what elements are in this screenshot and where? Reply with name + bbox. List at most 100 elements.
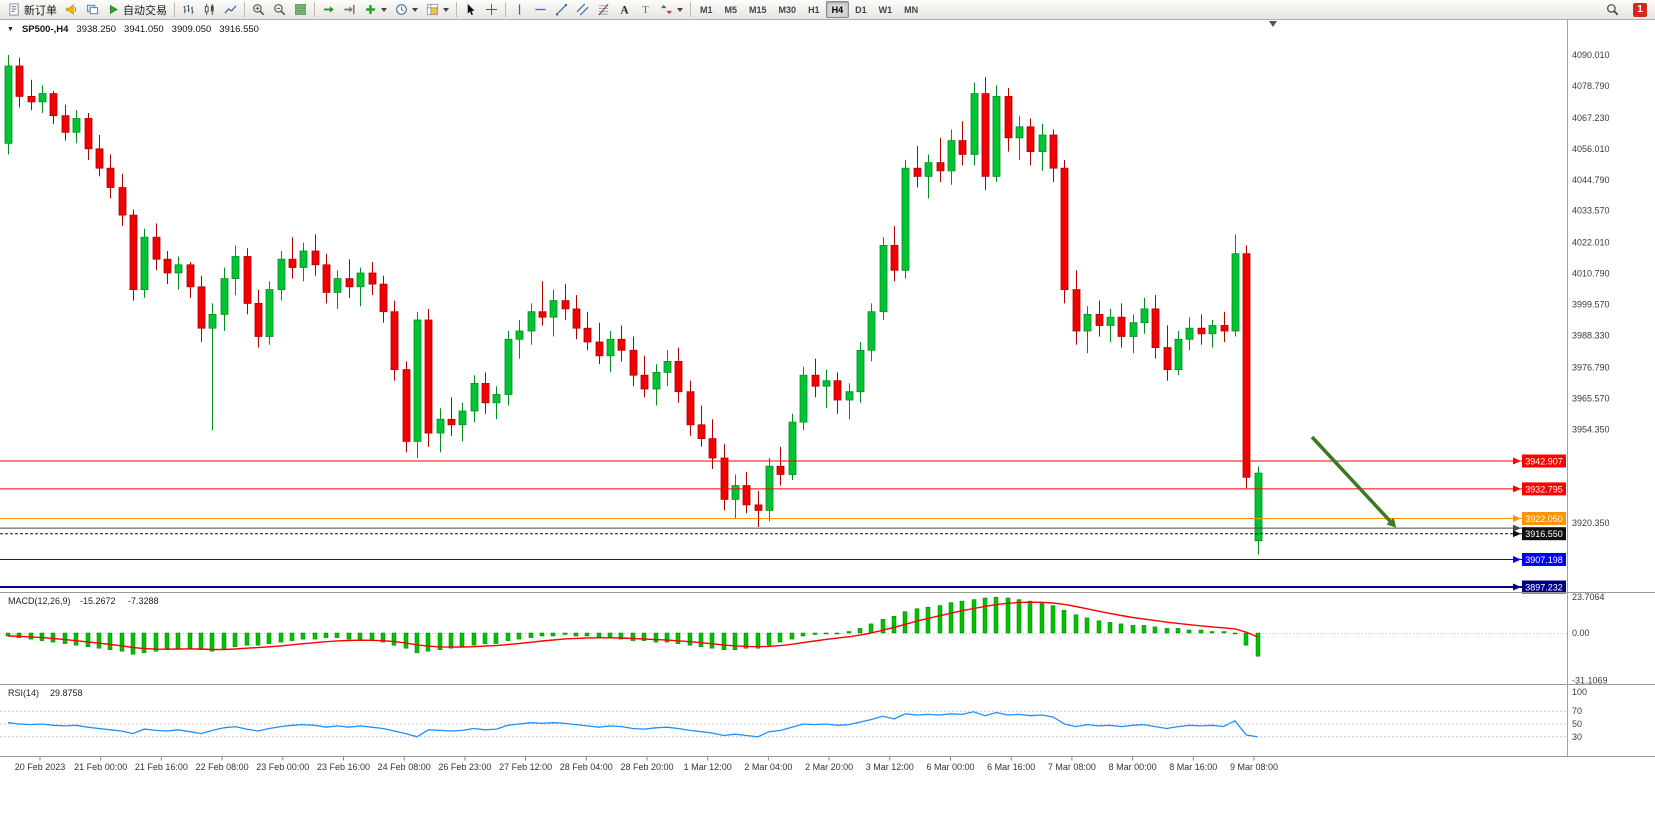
tile-windows-button[interactable] bbox=[290, 0, 311, 19]
rsi-line bbox=[7, 711, 1258, 738]
fibonacci-button[interactable] bbox=[593, 0, 614, 19]
timeframe-w1[interactable]: W1 bbox=[873, 1, 899, 18]
svg-text:23.7064: 23.7064 bbox=[1572, 592, 1605, 602]
macd-label: MACD(12,26,9) bbox=[8, 596, 71, 606]
timeframe-m1-label: M1 bbox=[700, 4, 713, 15]
vertical-line-button[interactable] bbox=[509, 0, 530, 19]
timeframe-m1[interactable]: M1 bbox=[694, 1, 719, 18]
panel-separators[interactable] bbox=[0, 592, 1655, 757]
dropdown-caret-icon[interactable] bbox=[412, 7, 418, 12]
price-tag: 3897.232 bbox=[1525, 583, 1563, 593]
timeframe-mn[interactable]: MN bbox=[898, 1, 924, 18]
svg-text:-7.3288: -7.3288 bbox=[128, 596, 159, 606]
autoscroll-icon bbox=[322, 3, 335, 16]
svg-text:T: T bbox=[642, 5, 649, 16]
text-label-button[interactable]: T bbox=[635, 0, 656, 19]
resistance-line-2[interactable]: 3932.795 bbox=[0, 482, 1566, 496]
hline-icon bbox=[534, 3, 547, 16]
clock-icon bbox=[395, 3, 408, 16]
dropdown-caret-icon[interactable] bbox=[677, 7, 683, 12]
bar-chart-button[interactable] bbox=[178, 0, 199, 19]
timeframe-h4[interactable]: H4 bbox=[825, 1, 850, 18]
svg-text:4022.010: 4022.010 bbox=[1572, 238, 1610, 248]
zoom-in-button[interactable] bbox=[248, 0, 269, 19]
svg-text:0.00: 0.00 bbox=[1572, 628, 1590, 638]
svg-text:2 Mar 04:00: 2 Mar 04:00 bbox=[744, 762, 792, 772]
svg-text:30: 30 bbox=[1572, 732, 1582, 742]
svg-text:2 Mar 20:00: 2 Mar 20:00 bbox=[805, 762, 853, 772]
price-axis[interactable]: 4090.010 4078.790 4067.230 4056.010 4044.790… bbox=[1567, 20, 1610, 757]
text-button[interactable]: A bbox=[614, 0, 635, 19]
svg-text:8 Mar 00:00: 8 Mar 00:00 bbox=[1109, 762, 1157, 772]
timeframe-d1-label: D1 bbox=[855, 4, 867, 15]
line-chart-button[interactable] bbox=[220, 0, 241, 19]
alerts-horn-button[interactable] bbox=[61, 0, 82, 19]
chart-shift-button[interactable] bbox=[339, 0, 360, 19]
support-line-blue[interactable]: 3907.198 bbox=[0, 553, 1566, 566]
auto-scroll-button[interactable] bbox=[318, 0, 339, 19]
candlestick-chart-button[interactable] bbox=[199, 0, 220, 19]
svg-text:22 Feb 08:00: 22 Feb 08:00 bbox=[196, 762, 249, 772]
timeframe-m15[interactable]: M15 bbox=[743, 1, 773, 18]
dropdown-caret-icon[interactable] bbox=[443, 7, 449, 12]
cursor-button[interactable] bbox=[460, 0, 481, 19]
arrow-objects-button[interactable] bbox=[656, 0, 687, 19]
svg-text:23 Feb 00:00: 23 Feb 00:00 bbox=[256, 762, 309, 772]
timeframe-h1[interactable]: H1 bbox=[802, 1, 826, 18]
channel-button[interactable] bbox=[572, 0, 593, 19]
svg-text:4056.010: 4056.010 bbox=[1572, 144, 1610, 154]
ohlc-close: 3916.550 bbox=[219, 24, 259, 35]
text-icon: A bbox=[618, 3, 631, 16]
timeframe-d1[interactable]: D1 bbox=[849, 1, 873, 18]
zoom-out-icon bbox=[273, 3, 286, 16]
trend-arrow-annotation[interactable] bbox=[1310, 435, 1397, 528]
svg-text:4033.570: 4033.570 bbox=[1572, 206, 1610, 216]
price-tag: 3922.050 bbox=[1525, 514, 1563, 524]
trendline-icon bbox=[555, 3, 568, 16]
svg-text:26 Feb 23:00: 26 Feb 23:00 bbox=[438, 762, 491, 772]
svg-text:3 Mar 12:00: 3 Mar 12:00 bbox=[866, 762, 914, 772]
crosshair-button[interactable] bbox=[481, 0, 502, 19]
trendline-button[interactable] bbox=[551, 0, 572, 19]
support-line-navy[interactable]: 3897.232 bbox=[0, 580, 1566, 594]
toolbar-separator bbox=[174, 2, 175, 17]
notification-badge[interactable]: 1 bbox=[1633, 2, 1647, 17]
svg-text:70: 70 bbox=[1572, 706, 1582, 716]
svg-text:29.8758: 29.8758 bbox=[50, 688, 83, 698]
periods-button[interactable] bbox=[391, 0, 422, 19]
autotrading-button[interactable]: 自动交易 bbox=[103, 0, 171, 19]
resistance-line-1[interactable]: 3942.907 bbox=[0, 454, 1566, 468]
chart-shift-marker[interactable] bbox=[1269, 21, 1277, 27]
svg-text:6 Mar 00:00: 6 Mar 00:00 bbox=[926, 762, 974, 772]
horizontal-line-button[interactable] bbox=[530, 0, 551, 19]
svg-text:100: 100 bbox=[1572, 687, 1587, 697]
support-line-gray[interactable] bbox=[0, 524, 1522, 532]
zoom-out-button[interactable] bbox=[269, 0, 290, 19]
svg-text:23 Feb 16:00: 23 Feb 16:00 bbox=[317, 762, 370, 772]
templates-button[interactable] bbox=[422, 0, 453, 19]
rsi-panel: RSI(14) 29.8758 100 70 50 30 bbox=[0, 687, 1587, 742]
svg-text:50: 50 bbox=[1572, 719, 1582, 729]
bid-price-line[interactable]: 3916.550 bbox=[0, 527, 1566, 541]
autotrading-button-label: 自动交易 bbox=[123, 4, 167, 17]
timeframe-m5[interactable]: M5 bbox=[719, 1, 744, 18]
dropdown-caret-icon[interactable] bbox=[381, 7, 387, 12]
indicators-button[interactable] bbox=[360, 0, 391, 19]
svg-text:28 Feb 04:00: 28 Feb 04:00 bbox=[560, 762, 613, 772]
ohlc-high: 3941.050 bbox=[124, 24, 164, 35]
chart-menu-icon[interactable]: ▼ bbox=[7, 26, 14, 33]
line-icon bbox=[224, 3, 237, 16]
new-order-button[interactable]: 新订单 bbox=[4, 0, 61, 19]
timeframe-m30[interactable]: M30 bbox=[773, 1, 803, 18]
label-icon: T bbox=[639, 3, 652, 16]
price-tag: 3932.795 bbox=[1525, 484, 1563, 494]
ohlc-open: 3938.250 bbox=[76, 24, 117, 35]
time-axis[interactable]: 20 Feb 2023 21 Feb 00:00 21 Feb 16:00 22 Fe… bbox=[15, 757, 1278, 772]
tile-icon bbox=[294, 3, 307, 16]
new-order-button-label: 新订单 bbox=[24, 4, 57, 17]
search-button[interactable] bbox=[1602, 0, 1623, 19]
support-line-orange[interactable]: 3922.050 bbox=[0, 512, 1566, 525]
candlestick-series bbox=[4, 55, 1263, 555]
profiles-button[interactable] bbox=[82, 0, 103, 19]
